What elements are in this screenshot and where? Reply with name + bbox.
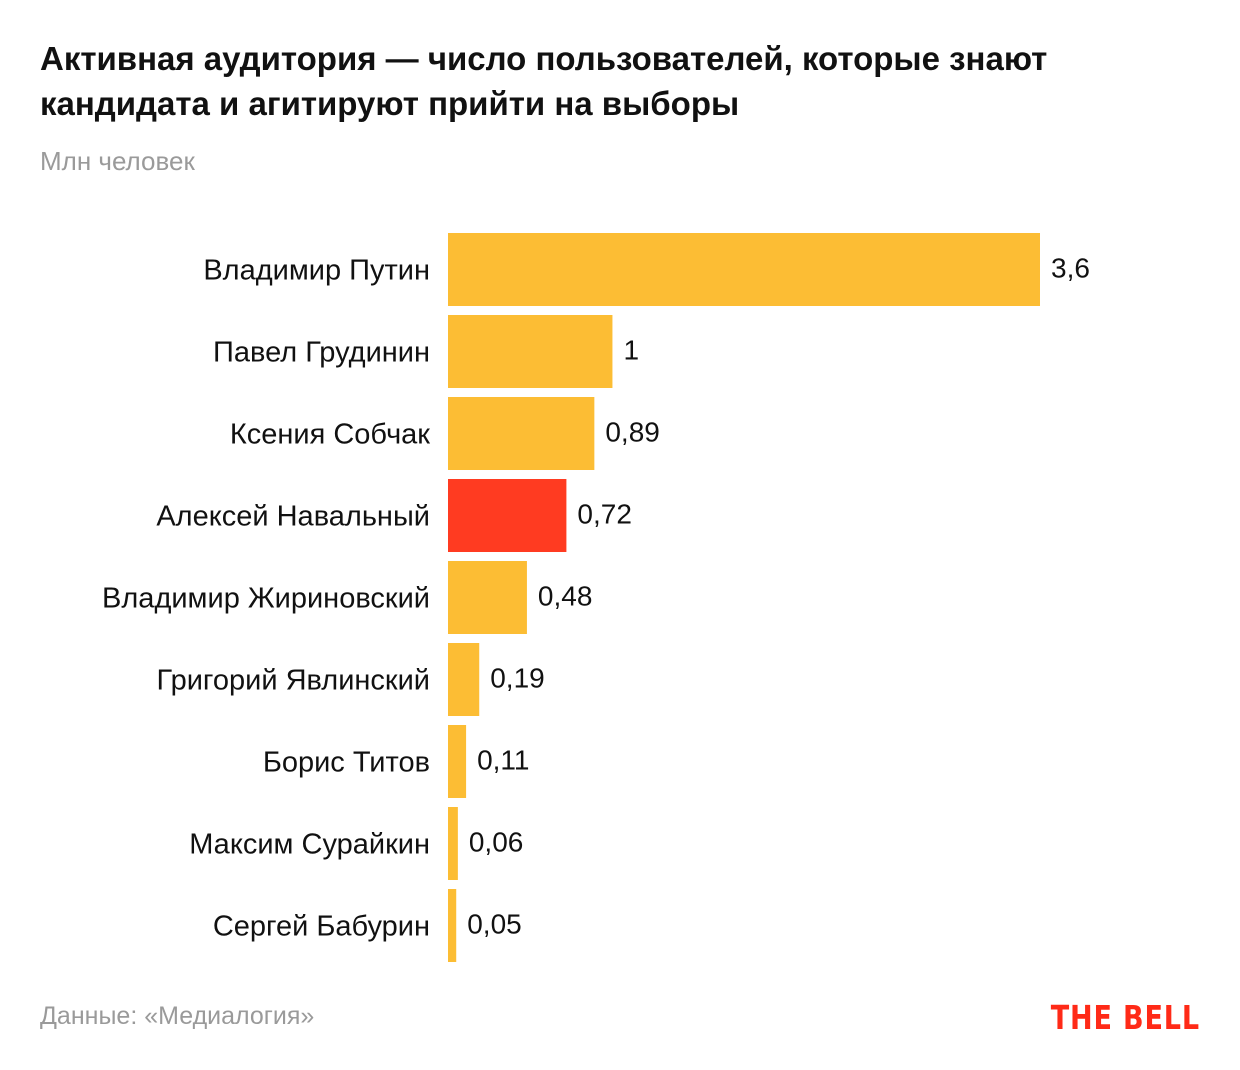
category-label: Алексей Навальный <box>156 501 430 533</box>
chart-subtitle: Млн человек <box>40 146 195 176</box>
value-label: 0,89 <box>605 417 660 448</box>
category-label: Борис Титов <box>263 747 430 779</box>
category-label: Сергей Бабурин <box>213 911 430 943</box>
bar <box>448 233 1040 306</box>
bar <box>448 315 613 388</box>
category-label: Максим Сурайкин <box>189 829 430 861</box>
value-label: 0,72 <box>577 499 632 530</box>
category-label: Ксения Собчак <box>230 419 430 451</box>
brand-logo: THE BELL <box>1050 998 1200 1037</box>
bar <box>448 479 567 552</box>
bar <box>448 725 467 798</box>
bar <box>448 561 527 634</box>
value-label: 1 <box>623 335 639 366</box>
bar <box>448 807 458 880</box>
value-label: 0,06 <box>469 827 524 858</box>
category-label: Владимир Жириновский <box>102 583 430 615</box>
bar <box>448 397 595 470</box>
value-label: 0,19 <box>490 663 545 694</box>
bar <box>448 643 480 716</box>
value-label: 0,11 <box>477 745 529 776</box>
value-label: 0,05 <box>467 909 522 940</box>
value-label: 3,6 <box>1051 253 1090 284</box>
bar <box>448 889 457 962</box>
category-label: Григорий Явлинский <box>157 665 430 697</box>
category-label: Владимир Путин <box>203 255 430 287</box>
chart-title: Активная аудитория — число пользователей… <box>40 40 1048 122</box>
category-label: Павел Грудинин <box>213 337 430 369</box>
value-label: 0,48 <box>538 581 593 612</box>
source-note: Данные: «Медиалогия» <box>40 1002 315 1030</box>
